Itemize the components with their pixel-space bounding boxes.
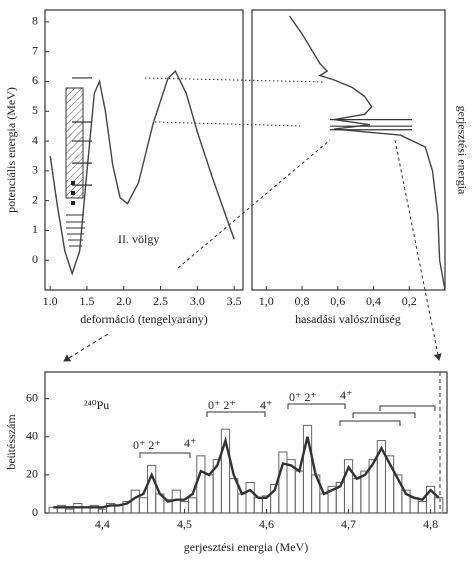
y-tick-label: 5	[32, 103, 38, 117]
histogram-bin	[138, 497, 149, 514]
histogram-bin	[417, 501, 427, 514]
peak-label: 0⁺ 2⁺	[208, 398, 236, 412]
connectors	[63, 77, 442, 513]
y-tick-label: 20	[26, 467, 38, 481]
histogram-bin	[245, 482, 255, 514]
y-tick-label: 1	[32, 222, 38, 236]
peak-label: 0⁺ 2⁺	[289, 390, 317, 404]
y-axis-label: beütésszám	[4, 414, 18, 470]
histogram-bin	[302, 424, 313, 514]
x-tick-label: 2.0	[116, 294, 131, 308]
x-tick-label: 3.0	[190, 294, 205, 308]
y-tick-label: 6	[32, 73, 38, 87]
peak-label: 4⁺	[184, 436, 196, 450]
x-tick-label: 1.5	[79, 294, 94, 308]
x-tick-label: 0,6	[330, 294, 345, 308]
histogram-bin	[352, 478, 362, 514]
histogram-bin	[237, 493, 247, 514]
panel-frame	[44, 9, 244, 291]
histogram-bin	[147, 464, 157, 514]
x-tick-label: 0,4	[366, 294, 381, 308]
curve	[49, 69, 235, 276]
y-tick-label: 0	[32, 505, 38, 519]
x-tick-label: 1,0	[259, 294, 274, 308]
curve	[288, 15, 446, 291]
ellipsis-dots	[71, 181, 75, 205]
y-tick-label: 4	[32, 133, 38, 147]
x-tick-label: 4,6	[259, 517, 274, 531]
y-axis-label: gerjesztési energia	[455, 106, 469, 195]
hatched-band	[65, 87, 84, 199]
x-tick-label: 4,7	[341, 517, 356, 531]
histogram-bin	[409, 497, 419, 514]
y-tick-label: 60	[26, 390, 38, 404]
y-axis-label: potenciális energia (MeV)	[4, 87, 18, 213]
annotation: ²⁴⁰Pu	[84, 398, 109, 412]
histogram-bin	[319, 493, 329, 514]
histogram-bin	[294, 470, 304, 514]
histogram-bin	[253, 497, 263, 514]
histogram-bin	[130, 489, 140, 514]
y-tick-label: 7	[32, 43, 38, 57]
x-tick-label: 3.5	[227, 294, 242, 308]
x-tick-label: 0,2	[402, 294, 417, 308]
panel-frame	[251, 9, 446, 291]
histogram-bin	[220, 428, 231, 514]
histogram-bin	[278, 451, 288, 514]
x-tick-label: 2.5	[153, 294, 168, 308]
x-tick-label: 1.0	[43, 294, 58, 308]
peak-label: 4⁺	[260, 398, 272, 412]
y-tick-label: 0	[32, 252, 38, 266]
fit-curve	[53, 436, 440, 509]
x-axis-label: gerjesztési energia (MeV)	[184, 540, 308, 554]
x-axis-label: hasadási valószínűség	[295, 312, 401, 326]
x-tick-label: 4,5	[177, 517, 192, 531]
y-tick-label: 8	[32, 14, 38, 28]
y-tick-label: 40	[26, 429, 38, 443]
histogram-bin	[196, 455, 206, 514]
x-axis-label: deformáció (tengelyarány)	[80, 312, 208, 326]
peak-label: 0⁺ 2⁺	[133, 438, 161, 452]
y-tick-label: 2	[32, 192, 38, 206]
x-tick-label: 0,8	[295, 294, 310, 308]
histogram-bin	[188, 497, 198, 514]
brackets	[139, 403, 436, 458]
peak-label: 4⁺	[340, 388, 352, 402]
annotation: II. völgy	[118, 232, 159, 246]
x-tick-label: 4,8	[423, 517, 438, 531]
histogram-bin	[204, 474, 214, 514]
histogram-bin	[434, 497, 444, 514]
y-tick-label: 3	[32, 163, 38, 177]
x-tick-label: 4,4	[95, 517, 110, 531]
